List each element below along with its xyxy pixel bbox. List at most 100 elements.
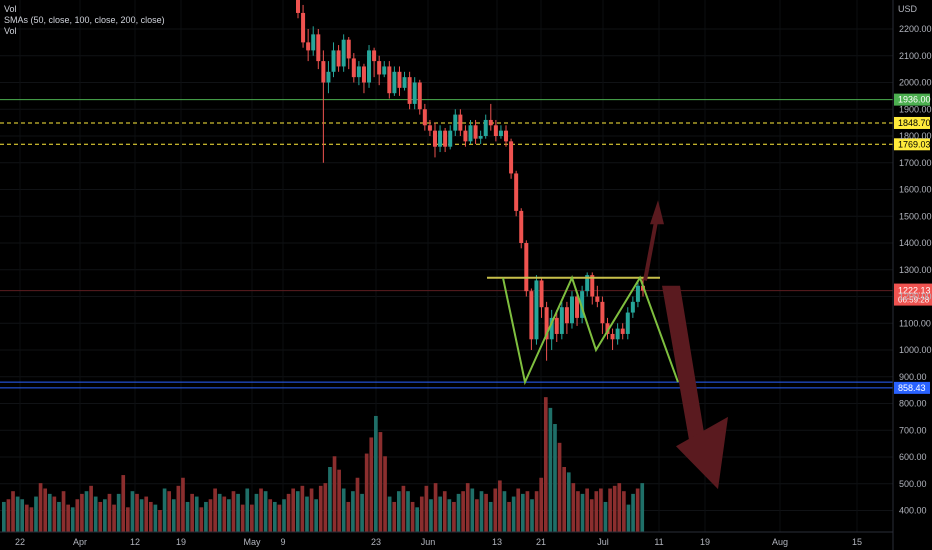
- y-tick-label: 500.00: [899, 479, 927, 489]
- candle-body: [392, 71, 397, 94]
- y-tick-label: 1500.00: [899, 211, 932, 221]
- candle-body: [432, 130, 437, 147]
- volume-bar: [199, 507, 204, 532]
- volume-bar: [429, 499, 433, 532]
- volume-bar: [374, 415, 378, 532]
- y-tick-label: 600.00: [899, 452, 927, 462]
- candle-body: [519, 210, 524, 243]
- volume-bar: [387, 496, 392, 532]
- volume-bar: [622, 491, 626, 532]
- candle-body: [346, 39, 351, 59]
- current-price-value: 1222.13: [898, 286, 931, 296]
- volume-bar: [103, 499, 107, 532]
- candle-body: [569, 296, 574, 324]
- volume-bar: [231, 491, 236, 532]
- volume-bar: [337, 469, 341, 532]
- legend-volume-2[interactable]: Vol: [4, 26, 17, 36]
- x-tick-label: Jun: [421, 537, 436, 547]
- y-tick-label: 1900.00: [899, 104, 932, 114]
- volume-bar: [364, 453, 369, 532]
- candle-body: [498, 130, 503, 136]
- volume-bar: [144, 496, 149, 532]
- candle-body: [341, 39, 346, 67]
- volume-bar: [208, 499, 213, 532]
- candle-body: [402, 77, 407, 88]
- volume-bar: [452, 501, 456, 532]
- w-pattern-line: [502, 275, 679, 386]
- chart-legend: Vol SMAs (50, close, 100, close, 200, cl…: [4, 4, 165, 37]
- volume-bar: [475, 499, 479, 532]
- price-axis[interactable]: 2200.00 2100.00 2000.00 1900.00 1800.00 1700.…: [892, 0, 932, 550]
- volume-bar: [520, 493, 525, 532]
- volume-bar: [176, 485, 181, 532]
- candle-body: [443, 130, 448, 147]
- candle-body: [301, 12, 306, 43]
- volume-bar: [70, 507, 75, 532]
- volume-bar: [433, 483, 438, 532]
- price-level-value: 1936.00: [898, 95, 931, 105]
- time-axis[interactable]: 22 Apr 12 19 May 9 23 Jun 13 21 Jul 11 19 Aug 15: [0, 531, 893, 547]
- volume-bar: [332, 456, 337, 532]
- y-tick-label: 1000.00: [899, 345, 932, 355]
- volume-bar: [617, 483, 622, 532]
- volume-bar: [254, 493, 259, 532]
- volume-bar: [305, 496, 309, 532]
- x-tick-label: 19: [700, 537, 710, 547]
- volume-bar: [190, 493, 194, 532]
- candle-body: [549, 317, 554, 340]
- y-tick-label: 1800.00: [899, 131, 932, 141]
- volume-bar: [438, 496, 442, 532]
- candle-body: [539, 280, 544, 308]
- volume-bar: [626, 504, 631, 532]
- volume-bar: [571, 483, 576, 532]
- volume-bar: [525, 491, 530, 532]
- volume-bar: [461, 491, 465, 532]
- volume-bar: [640, 483, 645, 532]
- x-tick-label: May: [243, 537, 261, 547]
- volume-bar: [61, 491, 66, 532]
- x-tick-label: Jul: [597, 537, 609, 547]
- legend-volume[interactable]: Vol: [4, 4, 17, 14]
- y-tick-label: 1700.00: [899, 158, 932, 168]
- volume-bar: [38, 483, 43, 532]
- volume-bar: [121, 475, 126, 532]
- volume-bar: [498, 480, 502, 532]
- volume-bar: [603, 501, 608, 532]
- volume-bar: [442, 491, 447, 532]
- up-arrowhead: [650, 200, 664, 225]
- y-tick-label: 1600.00: [899, 185, 932, 195]
- volume-bar: [15, 496, 20, 532]
- candle-body: [580, 291, 585, 318]
- candle-body: [321, 61, 326, 83]
- volume-bar: [351, 491, 355, 532]
- y-tick-label: 900.00: [899, 372, 927, 382]
- candle-body: [407, 77, 412, 104]
- price-level-tag: [894, 138, 930, 151]
- candle-body: [585, 275, 590, 292]
- volume-bar: [43, 488, 48, 532]
- volume-bar: [309, 488, 314, 532]
- volume-bar: [599, 488, 603, 532]
- volume-bar: [328, 467, 332, 532]
- volume-bar: [401, 485, 406, 532]
- volume-bar: [447, 499, 452, 532]
- volume-bar: [126, 507, 130, 532]
- volume-bar: [245, 488, 250, 532]
- volume-bar: [566, 472, 571, 532]
- candle-body: [397, 71, 402, 88]
- y-tick-label: 700.00: [899, 425, 927, 435]
- candle-body: [615, 328, 620, 340]
- volume-bar: [11, 491, 15, 532]
- volume-bar: [543, 397, 548, 532]
- legend-smas[interactable]: SMAs (50, close, 100, close, 200, close): [4, 15, 165, 25]
- candle-body: [473, 125, 478, 139]
- volume-bar: [2, 501, 6, 532]
- volume-bar: [507, 501, 511, 532]
- volume-bar: [392, 501, 397, 532]
- y-tick-label: 1200.00: [899, 292, 932, 302]
- pattern-drawings: [487, 200, 728, 490]
- candle-body: [427, 125, 432, 131]
- candle-body: [468, 125, 473, 142]
- volume-bar: [318, 485, 323, 532]
